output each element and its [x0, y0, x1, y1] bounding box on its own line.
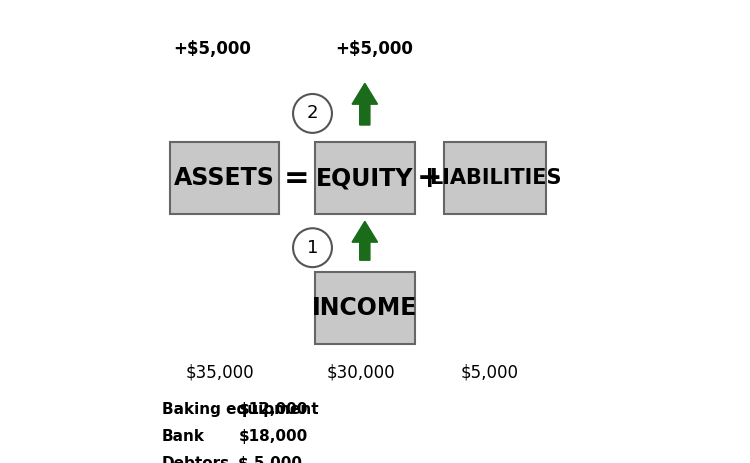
FancyBboxPatch shape: [315, 143, 415, 214]
Text: $35,000: $35,000: [185, 364, 254, 382]
FancyBboxPatch shape: [445, 143, 546, 214]
Text: $12,000: $12,000: [238, 402, 308, 417]
Text: EQUITY: EQUITY: [316, 166, 413, 190]
FancyArrow shape: [352, 83, 377, 125]
Text: $18,000: $18,000: [238, 429, 308, 444]
Text: $5,000: $5,000: [460, 364, 519, 382]
Text: +$5,000: +$5,000: [336, 40, 413, 57]
FancyBboxPatch shape: [170, 143, 279, 214]
Text: INCOME: INCOME: [312, 296, 418, 320]
Text: +: +: [417, 164, 442, 193]
Text: 1: 1: [307, 239, 318, 257]
Text: Debtors: Debtors: [162, 456, 230, 463]
Text: 2: 2: [307, 105, 318, 122]
Text: $ 5,000: $ 5,000: [238, 456, 302, 463]
Circle shape: [293, 94, 332, 133]
Text: Baking equipment: Baking equipment: [162, 402, 319, 417]
Text: ASSETS: ASSETS: [174, 166, 275, 190]
FancyArrow shape: [352, 221, 377, 260]
Text: $30,000: $30,000: [326, 364, 395, 382]
Text: Bank: Bank: [162, 429, 205, 444]
Circle shape: [293, 228, 332, 267]
Text: LIABILITIES: LIABILITIES: [429, 168, 562, 188]
FancyBboxPatch shape: [315, 272, 415, 344]
Text: =: =: [284, 164, 310, 193]
Text: +$5,000: +$5,000: [173, 40, 251, 57]
